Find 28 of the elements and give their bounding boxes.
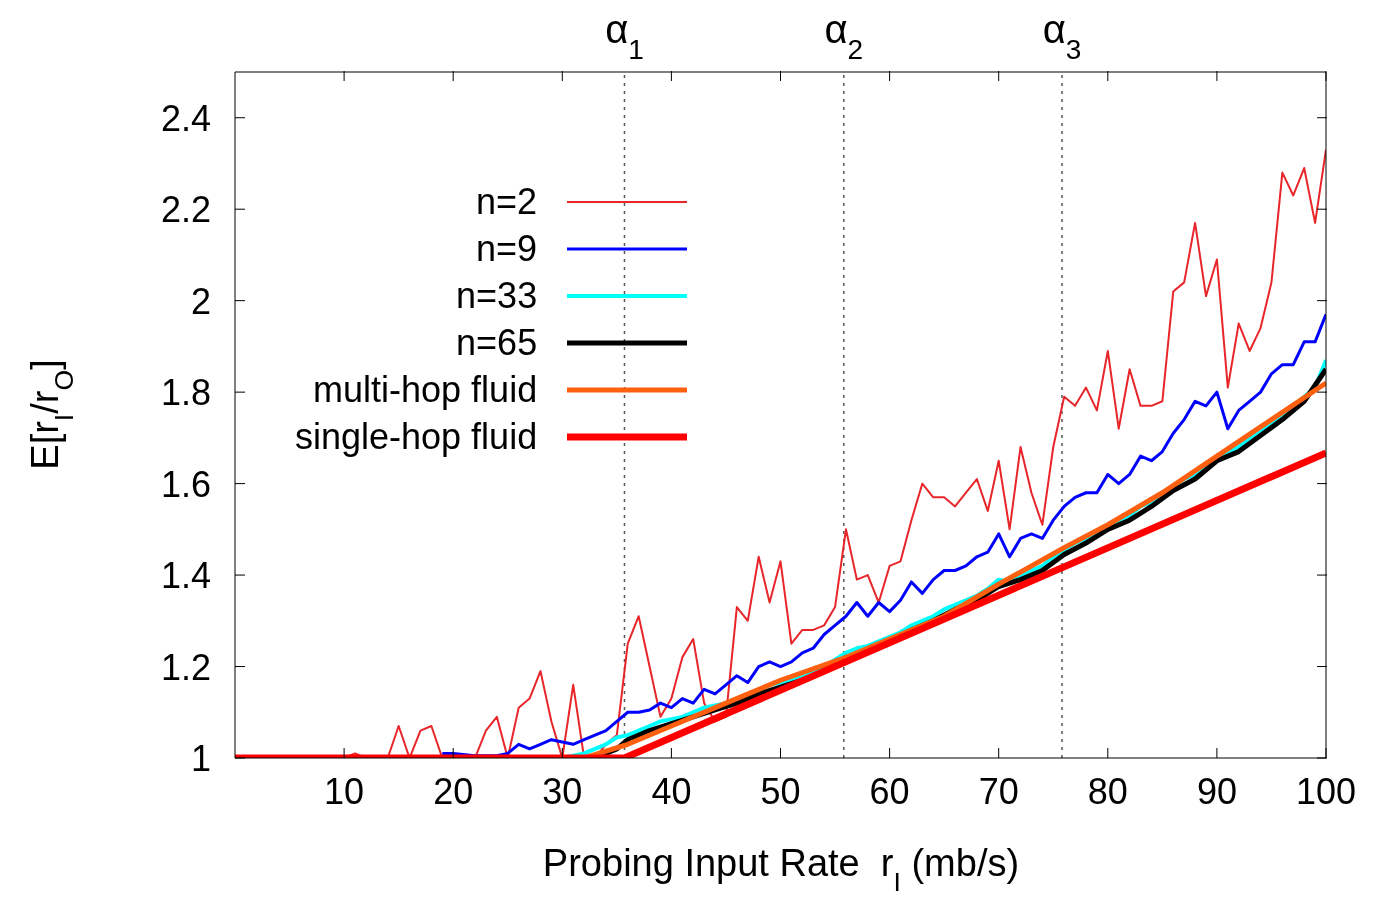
x-tick-label: 90	[1196, 771, 1237, 812]
y-tick-label: 1.8	[160, 372, 211, 414]
y-tick-label: 1.6	[160, 463, 211, 505]
legend-label: single-hop fluid	[295, 416, 538, 457]
y-tick-label: 1	[190, 738, 211, 779]
y-tick-label: 2.4	[160, 97, 211, 139]
y-tick-label: 1.4	[160, 555, 211, 597]
legend-label: n=9	[475, 228, 538, 269]
x-tick-label: 10	[324, 771, 365, 812]
ref-line-label: α$_{2}$	[824, 7, 864, 65]
x-tick-label: 30	[542, 771, 583, 812]
legend-label: n=2	[475, 181, 538, 222]
x-tick-label: 80	[1087, 771, 1128, 812]
ref-line-label: α$_{1}$	[605, 7, 644, 65]
x-tick-label: 50	[760, 771, 801, 812]
x-tick-label: 70	[978, 771, 1019, 812]
ref-line-label: α$_{3}$	[1042, 7, 1082, 65]
y-tick-label: 2	[190, 280, 211, 322]
y-tick-label: 2.2	[160, 189, 211, 231]
x-axis-title: Probing Input Rate r$_{I}$ (mb/s)	[542, 842, 1020, 897]
legend-label: multi-hop fluid	[312, 369, 538, 410]
y-tick-label: 1.2	[160, 646, 211, 688]
x-tick-label: 60	[869, 771, 910, 812]
legend-label: n=33	[455, 275, 538, 316]
legend-label: n=65	[455, 322, 538, 363]
x-tick-label: 40	[651, 771, 692, 812]
x-tick-label: 100	[1295, 771, 1357, 812]
x-tick-label: 20	[433, 771, 474, 812]
